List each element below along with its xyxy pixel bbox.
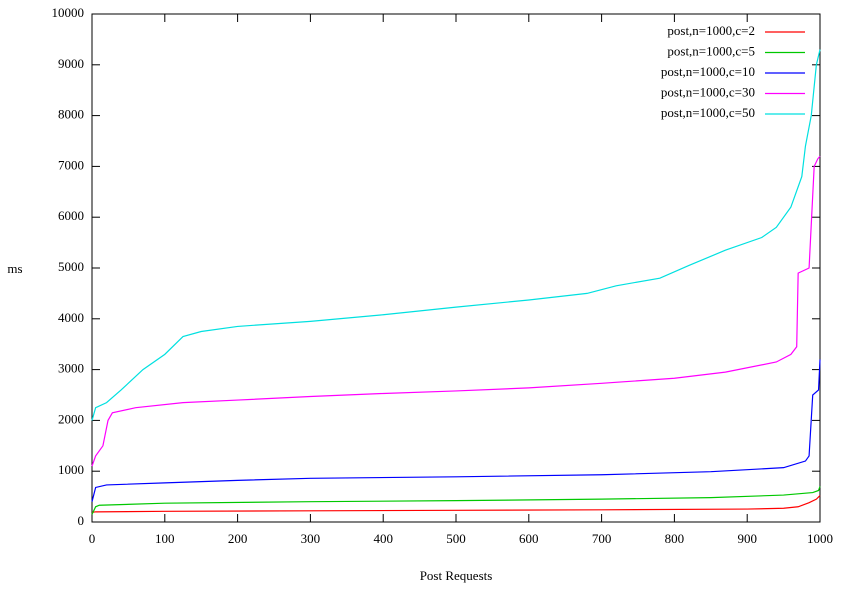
legend-label: post,n=1000,c=50 xyxy=(661,105,755,120)
y-tick-label: 9000 xyxy=(58,56,84,71)
legend-label: post,n=1000,c=5 xyxy=(667,43,755,58)
legend-label: post,n=1000,c=10 xyxy=(661,64,755,79)
y-tick-label: 0 xyxy=(78,513,85,528)
y-tick-label: 4000 xyxy=(58,310,84,325)
x-tick-label: 800 xyxy=(665,531,685,546)
y-axis-label: ms xyxy=(7,261,22,276)
y-tick-label: 6000 xyxy=(58,208,84,223)
x-tick-label: 1000 xyxy=(807,531,833,546)
y-tick-label: 10000 xyxy=(52,5,85,20)
series-line xyxy=(91,495,821,513)
x-axis-label: Post Requests xyxy=(420,568,493,583)
x-tick-label: 900 xyxy=(737,531,757,546)
y-tick-label: 1000 xyxy=(58,462,84,477)
y-tick-label: 7000 xyxy=(58,157,84,172)
x-tick-label: 200 xyxy=(228,531,248,546)
x-tick-label: 600 xyxy=(519,531,539,546)
y-tick-label: 3000 xyxy=(58,361,84,376)
series-line xyxy=(91,359,821,502)
y-tick-label: 5000 xyxy=(58,259,84,274)
x-tick-label: 300 xyxy=(301,531,321,546)
x-tick-label: 100 xyxy=(155,531,175,546)
legend-label: post,n=1000,c=2 xyxy=(667,23,755,38)
series-line xyxy=(91,49,821,421)
x-tick-label: 500 xyxy=(446,531,466,546)
y-tick-label: 8000 xyxy=(58,107,84,122)
x-tick-label: 700 xyxy=(592,531,612,546)
series-line xyxy=(91,155,821,467)
legend-label: post,n=1000,c=30 xyxy=(661,84,755,99)
x-tick-label: 0 xyxy=(89,531,96,546)
x-tick-label: 400 xyxy=(373,531,393,546)
series-line xyxy=(91,486,821,515)
y-tick-label: 2000 xyxy=(58,411,84,426)
